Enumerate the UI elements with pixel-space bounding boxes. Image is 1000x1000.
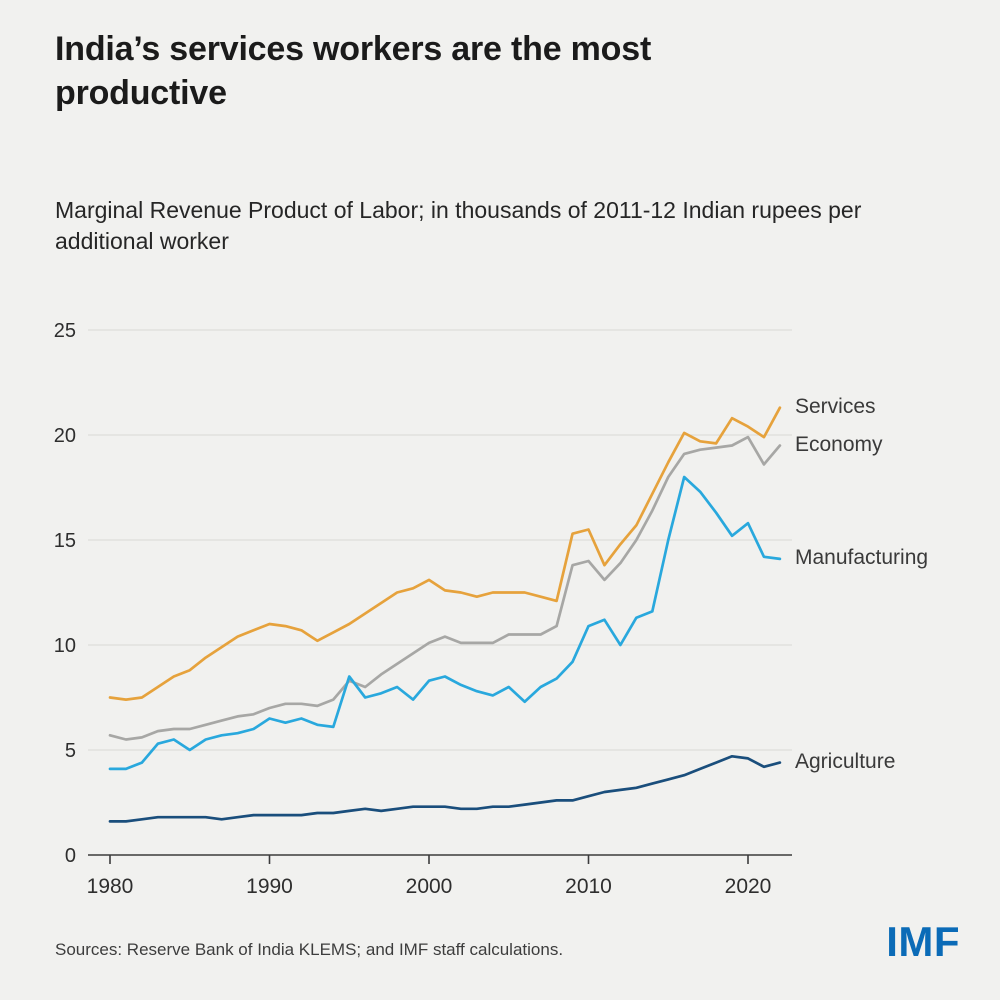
page-title: India’s services workers are the most pr… [55, 30, 652, 112]
y-tick-label: 5 [65, 740, 76, 762]
line-chart: 0 5 10 15 20 25 1980 1990 2000 2010 2020 [54, 320, 792, 898]
y-tick-label: 0 [65, 845, 76, 867]
x-tick-label: 2000 [406, 875, 453, 898]
series-line-services [108, 406, 782, 701]
x-tick-label: 1990 [246, 875, 293, 898]
series-label-agriculture: Agriculture [795, 749, 896, 773]
imf-logo: IMF [886, 918, 960, 965]
series-label-manufacturing: Manufacturing [795, 545, 929, 569]
y-tick-label: 20 [54, 425, 76, 447]
series-line-manufacturing [108, 475, 782, 771]
y-tick-label: 15 [54, 530, 76, 552]
source-note: Sources: Reserve Bank of India KLEMS; an… [55, 940, 564, 959]
chart-area: 0 5 10 15 20 25 1980 1990 2000 2010 2020 [0, 300, 1000, 900]
x-tick-label: 2010 [565, 875, 612, 898]
series-line-agriculture [108, 754, 782, 823]
series-label-services: Services [795, 394, 876, 418]
x-tick-label: 2020 [725, 875, 772, 898]
y-tick-label: 25 [54, 320, 76, 342]
series-label-economy: Economy [795, 432, 883, 456]
series-line-economy [108, 435, 782, 741]
x-tick-label: 1980 [87, 875, 134, 898]
chart-subtitle: Marginal Revenue Product of Labor; in th… [55, 197, 862, 255]
y-tick-label: 10 [54, 635, 76, 657]
